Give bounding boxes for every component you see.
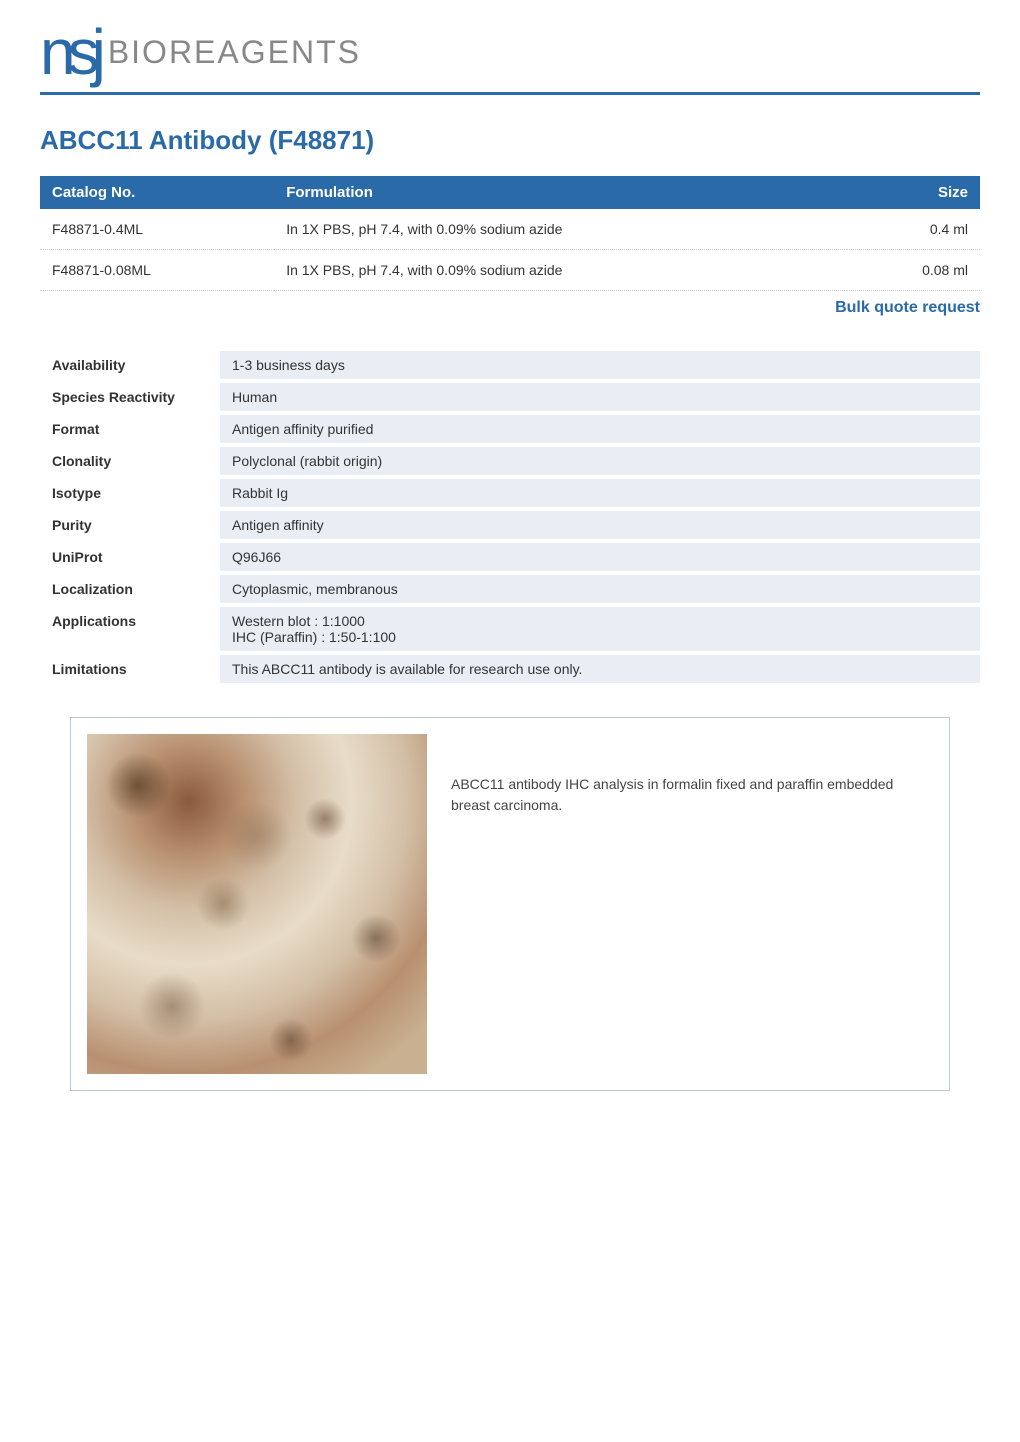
size-cell: 0.08 ml [847, 250, 980, 291]
figure-box: ABCC11 antibody IHC analysis in formalin… [70, 717, 950, 1091]
prop-label: Purity [40, 511, 220, 539]
logo-mark: nsj [40, 20, 98, 84]
prop-value: 1-3 business days [220, 351, 980, 379]
page-title: ABCC11 Antibody (F48871) [40, 125, 980, 156]
prop-row: Clonality Polyclonal (rabbit origin) [40, 447, 980, 475]
bulk-quote-link[interactable]: Bulk quote request [835, 299, 980, 316]
prop-row: Purity Antigen affinity [40, 511, 980, 539]
logo-text: BIOREAGENTS [108, 34, 361, 71]
prop-row: Species Reactivity Human [40, 383, 980, 411]
prop-label: UniProt [40, 543, 220, 571]
prop-label: Isotype [40, 479, 220, 507]
brand-logo: nsj BIOREAGENTS [40, 20, 980, 84]
prop-row: Format Antigen affinity purified [40, 415, 980, 443]
col-formulation: Formulation [274, 176, 846, 209]
figure-caption: ABCC11 antibody IHC analysis in formalin… [451, 734, 933, 816]
table-row: F48871-0.4ML In 1X PBS, pH 7.4, with 0.0… [40, 209, 980, 250]
properties-table: Availability 1-3 business days Species R… [40, 347, 980, 687]
header: nsj BIOREAGENTS [40, 20, 980, 95]
bulk-quote-container: Bulk quote request [40, 299, 980, 317]
prop-value: Polyclonal (rabbit origin) [220, 447, 980, 475]
prop-value: This ABCC11 antibody is available for re… [220, 655, 980, 683]
catalog-no-cell: F48871-0.4ML [40, 209, 274, 250]
prop-label: Applications [40, 607, 220, 651]
prop-row: Applications Western blot : 1:1000 IHC (… [40, 607, 980, 651]
prop-value: Rabbit Ig [220, 479, 980, 507]
prop-row: Localization Cytoplasmic, membranous [40, 575, 980, 603]
prop-value: Antigen affinity purified [220, 415, 980, 443]
prop-label: Availability [40, 351, 220, 379]
prop-value: Antigen affinity [220, 511, 980, 539]
header-rule [40, 92, 980, 95]
prop-row: Limitations This ABCC11 antibody is avai… [40, 655, 980, 683]
prop-value: Western blot : 1:1000 IHC (Paraffin) : 1… [220, 607, 980, 651]
col-catalog-no: Catalog No. [40, 176, 274, 209]
size-cell: 0.4 ml [847, 209, 980, 250]
prop-row: Availability 1-3 business days [40, 351, 980, 379]
ihc-image [87, 734, 427, 1074]
prop-label: Format [40, 415, 220, 443]
prop-label: Limitations [40, 655, 220, 683]
formulation-cell: In 1X PBS, pH 7.4, with 0.09% sodium azi… [274, 209, 846, 250]
prop-row: UniProt Q96J66 [40, 543, 980, 571]
table-row: F48871-0.08ML In 1X PBS, pH 7.4, with 0.… [40, 250, 980, 291]
catalog-no-cell: F48871-0.08ML [40, 250, 274, 291]
prop-value: Cytoplasmic, membranous [220, 575, 980, 603]
prop-label: Clonality [40, 447, 220, 475]
prop-label: Localization [40, 575, 220, 603]
catalog-table: Catalog No. Formulation Size F48871-0.4M… [40, 176, 980, 291]
prop-row: Isotype Rabbit Ig [40, 479, 980, 507]
prop-value: Q96J66 [220, 543, 980, 571]
prop-value: Human [220, 383, 980, 411]
prop-label: Species Reactivity [40, 383, 220, 411]
table-header-row: Catalog No. Formulation Size [40, 176, 980, 209]
formulation-cell: In 1X PBS, pH 7.4, with 0.09% sodium azi… [274, 250, 846, 291]
col-size: Size [847, 176, 980, 209]
